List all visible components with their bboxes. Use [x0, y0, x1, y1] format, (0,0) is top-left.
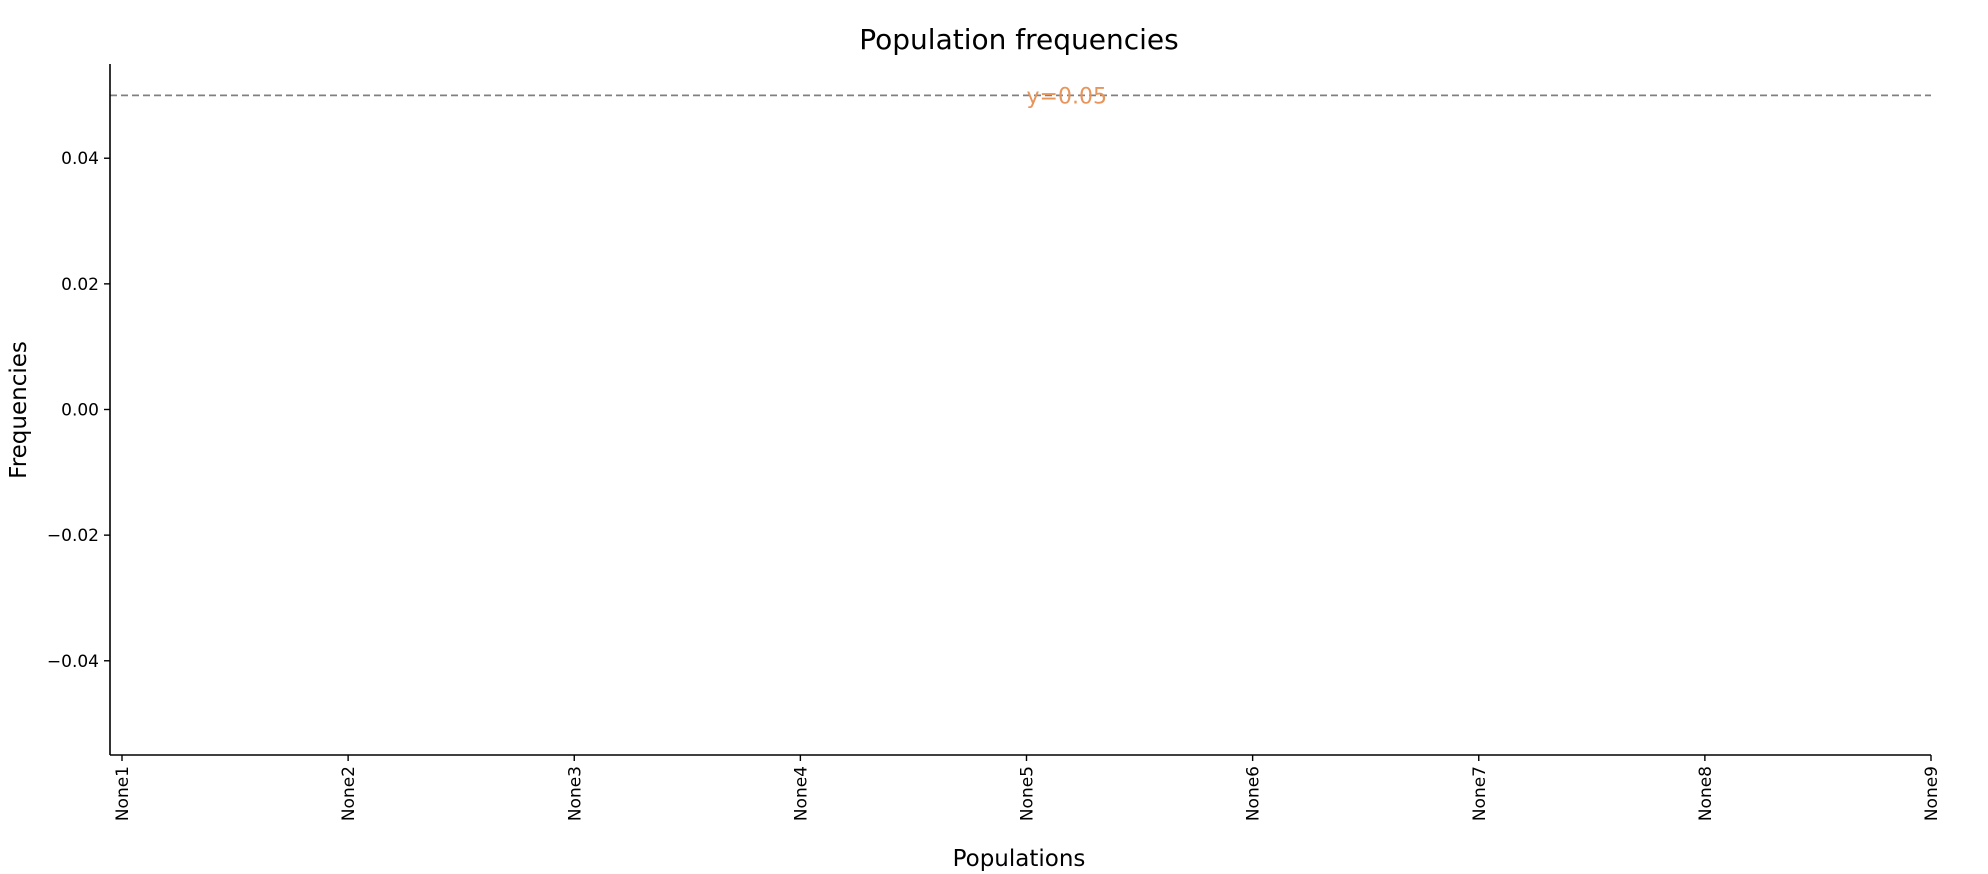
x-tick-label: None4	[791, 766, 811, 821]
x-tick-label: None3	[565, 766, 585, 821]
chart-title: Population frequencies	[859, 23, 1178, 56]
x-tick-label: None2	[339, 766, 359, 821]
y-tick-label: 0.00	[61, 401, 99, 421]
y-tick-label: −0.04	[47, 652, 99, 672]
reference-line-label: y=0.05	[1027, 84, 1107, 109]
y-tick-label: 0.04	[61, 149, 99, 169]
x-tick-label: None6	[1244, 766, 1264, 821]
y-axis-label: Frequencies	[6, 341, 32, 479]
x-tick-label: None8	[1696, 766, 1716, 821]
x-tick-label: None9	[1922, 766, 1942, 821]
y-ticks: −0.04 −0.02 0.00 0.02 0.04	[47, 149, 110, 672]
x-tick-label: None5	[1018, 766, 1038, 821]
y-tick-label: 0.02	[61, 275, 99, 295]
plot-area: y=0.05	[110, 84, 1931, 109]
y-tick-label: −0.02	[47, 526, 99, 546]
x-tick-label: None7	[1470, 766, 1490, 821]
x-axis-label: Populations	[953, 846, 1086, 872]
x-tick-label: None1	[113, 766, 133, 821]
x-ticks: None1 None2 None3 None4 None5 None6 None7 None8…	[113, 755, 1942, 821]
